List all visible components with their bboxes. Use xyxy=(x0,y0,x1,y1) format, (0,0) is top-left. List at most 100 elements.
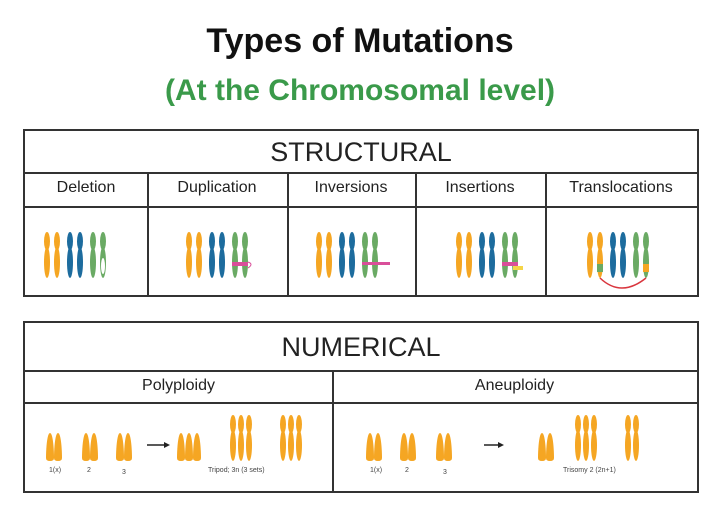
chromosome xyxy=(296,429,302,461)
label-triploid: Tripod; 3n (3 sets) xyxy=(208,467,265,474)
chromosome xyxy=(280,429,286,461)
chromosome xyxy=(583,429,589,461)
chromosome xyxy=(479,246,485,278)
chromosome xyxy=(326,246,332,278)
col-inversions: Inversions xyxy=(287,172,417,208)
chromosome xyxy=(349,232,355,251)
col-polyploidy: Polyploidy xyxy=(25,370,334,404)
inserted-segment xyxy=(513,266,523,270)
chromosome xyxy=(610,246,616,278)
chromosome xyxy=(288,415,294,434)
chromosome xyxy=(400,433,408,461)
chromosome xyxy=(583,415,589,434)
chromosome xyxy=(209,232,215,251)
col-insertions: Insertions xyxy=(415,172,547,208)
chromosome xyxy=(362,232,368,251)
label-2: 2 xyxy=(405,467,409,474)
arrow-head-icon xyxy=(164,442,170,448)
chromosome xyxy=(193,433,201,461)
inverted-segment xyxy=(362,262,390,265)
chromosome xyxy=(456,232,462,251)
chromosome xyxy=(597,246,603,278)
chromosome xyxy=(316,246,322,278)
chromosome xyxy=(587,232,593,251)
title: Types of Mutations xyxy=(206,22,514,60)
chromosome xyxy=(546,433,554,461)
chromosome xyxy=(82,433,90,461)
chromosome xyxy=(186,246,192,278)
chromosome xyxy=(90,232,96,251)
chromosome xyxy=(349,246,355,278)
label-1x: 1(x) xyxy=(49,467,61,474)
chromosome xyxy=(597,232,603,251)
chromosome xyxy=(326,232,332,251)
chromosome xyxy=(502,232,508,251)
chromosome xyxy=(67,232,73,251)
chromosome xyxy=(456,246,462,278)
structural-panel: STRUCTURAL Deletion Duplication Inversio… xyxy=(23,129,699,297)
translocation-arrow xyxy=(599,277,647,289)
chromosome xyxy=(238,415,244,434)
translocated-segment xyxy=(597,264,603,272)
label-2: 2 xyxy=(87,467,91,474)
chromosome xyxy=(67,246,73,278)
chromosome xyxy=(575,429,581,461)
chromosome xyxy=(633,232,639,251)
chromosome xyxy=(246,415,252,434)
chromosome xyxy=(77,232,83,251)
chromosome xyxy=(339,232,345,251)
chromosome xyxy=(339,246,345,278)
chromosome xyxy=(288,429,294,461)
chromosome xyxy=(246,429,252,461)
col-deletion: Deletion xyxy=(25,172,149,208)
label-1x: 1(x) xyxy=(370,467,382,474)
structural-heading: STRUCTURAL xyxy=(25,131,697,174)
chromosome xyxy=(444,433,452,461)
chromosome xyxy=(238,429,244,461)
chromosome xyxy=(436,433,444,461)
chromosome xyxy=(408,433,416,461)
chromosome xyxy=(280,415,286,434)
chromosome xyxy=(100,232,106,251)
col-duplication: Duplication xyxy=(147,172,289,208)
numerical-panel: NUMERICAL Polyploidy Aneuploidy xyxy=(23,321,699,493)
translocated-segment xyxy=(643,264,649,272)
chromosome xyxy=(591,415,597,434)
chromosome xyxy=(466,246,472,278)
chromosome xyxy=(90,433,98,461)
chromosome xyxy=(466,232,472,251)
chromosome xyxy=(591,429,597,461)
chromosome xyxy=(625,429,631,461)
chromosome xyxy=(44,232,50,251)
chromosome xyxy=(316,232,322,251)
chromosome xyxy=(54,433,62,461)
chromosome xyxy=(479,232,485,251)
chromosome xyxy=(230,415,236,434)
chromosome xyxy=(587,246,593,278)
chromosome xyxy=(54,232,60,251)
chromosome xyxy=(116,433,124,461)
deleted-segment xyxy=(101,258,105,274)
chromosome xyxy=(196,246,202,278)
chromosome xyxy=(374,433,382,461)
chromosome xyxy=(643,246,649,278)
arrow-head-icon xyxy=(498,442,504,448)
label-3: 3 xyxy=(122,469,126,476)
chromosome xyxy=(610,232,616,251)
chromosome xyxy=(489,246,495,278)
chromosome xyxy=(219,232,225,251)
chromosome xyxy=(196,232,202,251)
chromosome xyxy=(575,415,581,434)
chromosome xyxy=(633,246,639,278)
chromosome xyxy=(54,246,60,278)
chromosome xyxy=(185,433,193,461)
chromosome xyxy=(643,232,649,251)
chromosome xyxy=(77,246,83,278)
chromosome xyxy=(620,232,626,251)
chromosome xyxy=(44,246,50,278)
chromosome xyxy=(177,433,185,461)
label-trisomy: Trisomy 2 (2n+1) xyxy=(563,467,616,474)
chromosome xyxy=(124,433,132,461)
